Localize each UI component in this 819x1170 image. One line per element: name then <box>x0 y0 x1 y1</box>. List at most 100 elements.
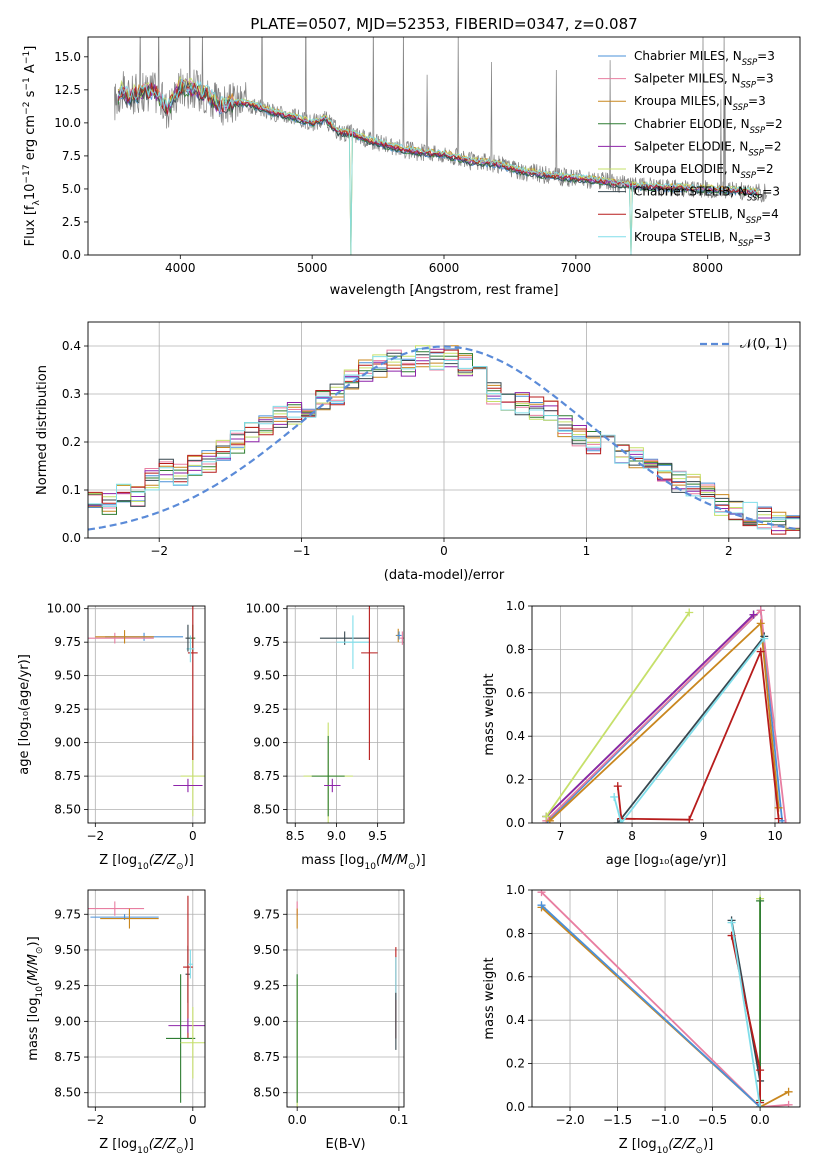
model-spectrum-kroupa-stelib <box>117 78 760 255</box>
axes-frame <box>87 321 801 539</box>
y-tick-label: 9.25 <box>54 979 81 993</box>
y-tick-label: 0.4 <box>506 729 525 743</box>
y-axis-label-part: Flux [f <box>23 205 38 246</box>
y-tick-label: 0.4 <box>62 339 81 353</box>
x-tick-label: −2.0 <box>555 1113 584 1127</box>
y-tick-label: 0.2 <box>62 435 81 449</box>
y-tick-label: 12.5 <box>54 83 81 97</box>
legend-label-part: SSP <box>741 170 757 180</box>
y-axis-label-part: −1 <box>22 51 32 64</box>
weight-marker <box>774 814 783 823</box>
y-axis-label-part: ] <box>23 46 38 51</box>
y-tick-label: 8.75 <box>253 1050 280 1064</box>
plot-area-residuals <box>88 322 800 538</box>
chart-weight-vs-Z: −2.0 −1.5 −1.0 −0.5 0.0 0.0 0.2 0.4 0.6 0.8 1.0 Z [… <box>482 883 801 1156</box>
weight-marker <box>749 610 758 619</box>
x-axis-label-part: (M/M <box>376 853 408 868</box>
chart-residuals: −2 −1 0 1 2 0.0 0.1 0.2 0.3 0.4 (data-model)/error… <box>35 321 801 583</box>
plot-area-mass-vs-Z <box>88 890 205 1107</box>
legend-label-part: SSP <box>733 102 749 112</box>
y-axis-label: Flux [fλ10−17 erg cm−2 s−1 A−1] <box>22 46 42 247</box>
weight-line-chabrier-stelib <box>617 635 766 823</box>
x-tick-label: 0.0 <box>751 1113 770 1127</box>
legend-label: 𝒩(0, 1) <box>740 337 787 352</box>
weight-line-kroupa-elodie <box>545 611 690 818</box>
legend-label: Chabrier STELIB, NSSP=3 <box>634 185 780 203</box>
y-tick-label: 9.75 <box>253 635 280 649</box>
legend-label-part: =2 <box>764 139 782 153</box>
x-axis-label: mass [log10(M/M⊙)] <box>301 853 425 872</box>
y-tick-label: 0.2 <box>506 773 525 787</box>
legend-label: Kroupa STELIB, NSSP=3 <box>634 230 771 248</box>
x-axis-label-part: (Z/Z <box>668 1137 696 1152</box>
y-axis-label-part: −2 <box>22 102 32 115</box>
legend-label-part: SSP <box>750 125 766 135</box>
legend-label: Kroupa MILES, NSSP=3 <box>634 94 766 112</box>
y-tick-label: 0.3 <box>62 387 81 401</box>
y-tick-label: 9.00 <box>54 736 81 750</box>
x-tick-label: 9.0 <box>327 829 346 843</box>
x-tick-label: −2 <box>86 829 104 843</box>
y-axis-label: Normed distribution <box>35 365 50 495</box>
legend-label-part: SSP <box>748 147 764 157</box>
x-axis-label-part: mass [log <box>301 853 364 868</box>
x-tick-label: 9 <box>700 829 708 843</box>
y-axis-label: mass [log10(M/M⊙)] <box>26 936 45 1060</box>
weight-marker <box>784 1100 793 1107</box>
x-tick-label: 0 <box>440 544 448 558</box>
x-axis-label: Z [log10(Z/Z⊙)] <box>619 1137 714 1156</box>
y-tick-label: 8.50 <box>54 1086 81 1100</box>
y-tick-label: 8.75 <box>253 769 280 783</box>
y-tick-label: 9.75 <box>54 907 81 921</box>
y-tick-label: 7.5 <box>62 149 81 163</box>
y-tick-label: 0.2 <box>506 1057 525 1071</box>
weight-marker <box>756 619 765 628</box>
x-tick-label: −1.5 <box>603 1113 632 1127</box>
x-tick-label: 5000 <box>297 261 328 275</box>
x-tick-label: 8 <box>628 829 636 843</box>
x-tick-label: 0.0 <box>288 1113 307 1127</box>
y-tick-label: 8.75 <box>54 769 81 783</box>
x-tick-label: −1.0 <box>650 1113 679 1127</box>
y-axis-label-part: )] <box>26 936 41 946</box>
legend-label-part: Chabrier STELIB, N <box>634 185 747 199</box>
y-tick-label: 15.0 <box>54 50 81 64</box>
weight-marker <box>613 782 622 791</box>
legend-label: Salpeter STELIB, NSSP=4 <box>634 207 779 225</box>
y-tick-label: 0.6 <box>506 970 525 984</box>
x-axis-label-part: )] <box>184 853 194 868</box>
y-tick-label: 0.8 <box>506 926 525 940</box>
y-axis-label-part: A <box>23 64 38 77</box>
axes-frame <box>531 605 801 824</box>
x-axis-label: wavelength [Angstrom, rest frame] <box>330 283 559 298</box>
weight-line-kroupa-stelib <box>613 637 766 823</box>
x-axis-label-part: Z [log <box>99 853 137 868</box>
chart-weight-vs-age: 7 8 9 10 0.0 0.2 0.4 0.6 0.8 1.0 age [log₁₀(age/yr… <box>482 599 801 868</box>
y-tick-label: 8.50 <box>253 803 280 817</box>
x-axis-label-part: (Z/Z <box>149 1137 177 1152</box>
y-axis-label-part: 10 <box>23 184 38 201</box>
y-tick-label: 9.75 <box>54 635 81 649</box>
axes-frame <box>87 605 206 824</box>
x-axis-label-part: 10 <box>364 862 376 872</box>
figure-title: PLATE=0507, MJD=52353, FIBERID=0347, z=0… <box>250 15 637 33</box>
model-spectrum-chabrier-stelib <box>117 81 760 197</box>
y-tick-label: 10.0 <box>54 116 81 130</box>
weight-marker <box>545 816 554 823</box>
x-axis-label-part: ⊙ <box>696 1146 704 1156</box>
x-tick-label: −2 <box>86 1113 104 1127</box>
x-tick-label: −0.5 <box>698 1113 727 1127</box>
weight-marker <box>685 815 694 823</box>
axes-frame <box>87 889 206 1108</box>
y-tick-label: 1.0 <box>506 599 525 613</box>
weight-marker <box>781 819 790 823</box>
y-axis-label-part: 10 <box>35 986 45 998</box>
legend-label-part: Chabrier ELODIE, N <box>634 117 750 131</box>
plot-area-age-vs-Z <box>88 606 205 823</box>
legend-label-part: Salpeter STELIB, N <box>634 207 746 221</box>
hist-salpeter-stelib <box>88 349 800 535</box>
legend-label-part: Kroupa ELODIE, N <box>634 162 741 176</box>
weight-line-salpeter-elodie <box>545 614 755 818</box>
y-tick-label: 0.0 <box>62 248 81 262</box>
